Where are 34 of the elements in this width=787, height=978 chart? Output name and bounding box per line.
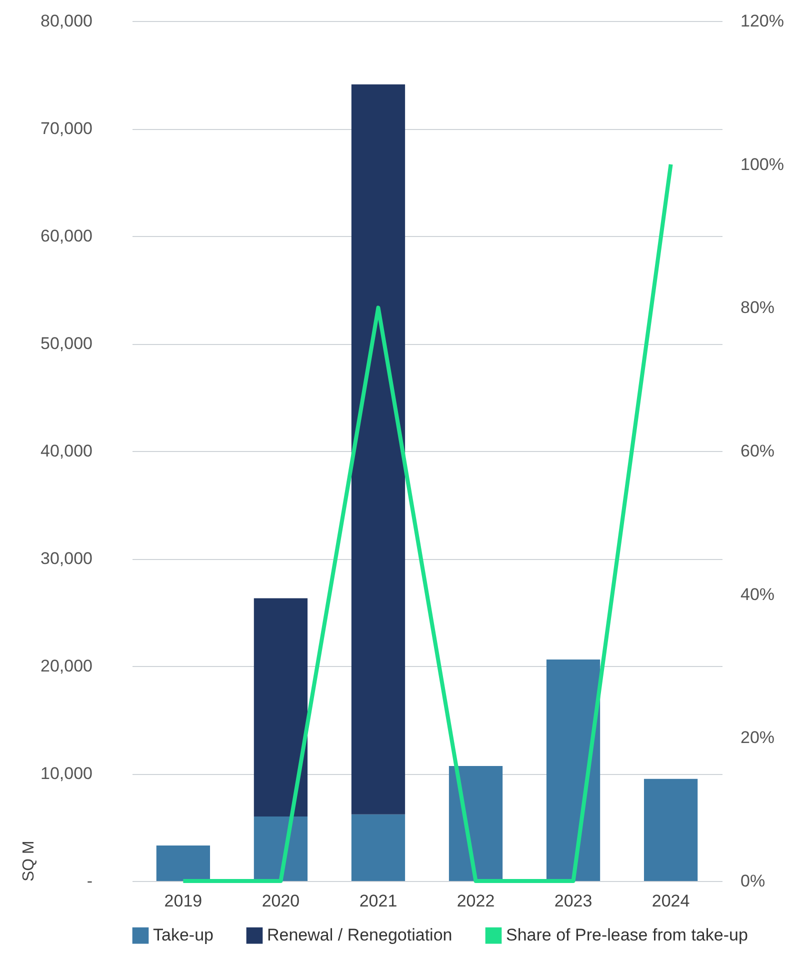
y-tick-label: 50,000 — [40, 334, 92, 353]
x-tick-label: 2021 — [359, 892, 398, 910]
x-tick-label: 2019 — [164, 892, 202, 910]
y2-tick-label: 120% — [740, 12, 784, 30]
bar — [546, 660, 600, 881]
y-tick-label: 60,000 — [40, 226, 92, 246]
bar — [254, 816, 308, 881]
legend-label: Share of Pre-lease from take-up — [506, 926, 748, 945]
legend-label: Take-up — [153, 926, 214, 945]
x-tick-label: 2020 — [262, 892, 300, 910]
y-tick-label: 30,000 — [40, 549, 92, 568]
bar — [351, 814, 406, 881]
bar — [156, 846, 210, 881]
y-tick-label: 10,000 — [40, 764, 92, 783]
y2-tick-label: 80% — [740, 298, 775, 318]
x-tick-label: 2022 — [456, 892, 495, 910]
y-tick-label: 20,000 — [40, 656, 92, 676]
y-tick-label: 80,000 — [40, 12, 92, 30]
y-tick-label: - — [86, 872, 92, 890]
bar — [254, 598, 308, 816]
bar — [448, 766, 503, 881]
y-tick-label: 40,000 — [40, 442, 92, 460]
legend-label: Renewal / Renegotiation — [267, 926, 452, 945]
x-tick-label: 2024 — [652, 892, 690, 910]
y2-tick-label: 20% — [740, 728, 775, 748]
y2-tick-label: 0% — [740, 872, 766, 890]
bar — [644, 778, 698, 881]
y2-tick-label: 40% — [740, 584, 775, 604]
x-tick-label: 2023 — [554, 892, 592, 910]
y-tick-label: 70,000 — [40, 119, 92, 138]
y-axis-title: SQ M — [20, 840, 38, 882]
y2-tick-label: 100% — [740, 154, 784, 174]
bar — [351, 84, 406, 814]
y2-tick-label: 60% — [740, 442, 775, 460]
